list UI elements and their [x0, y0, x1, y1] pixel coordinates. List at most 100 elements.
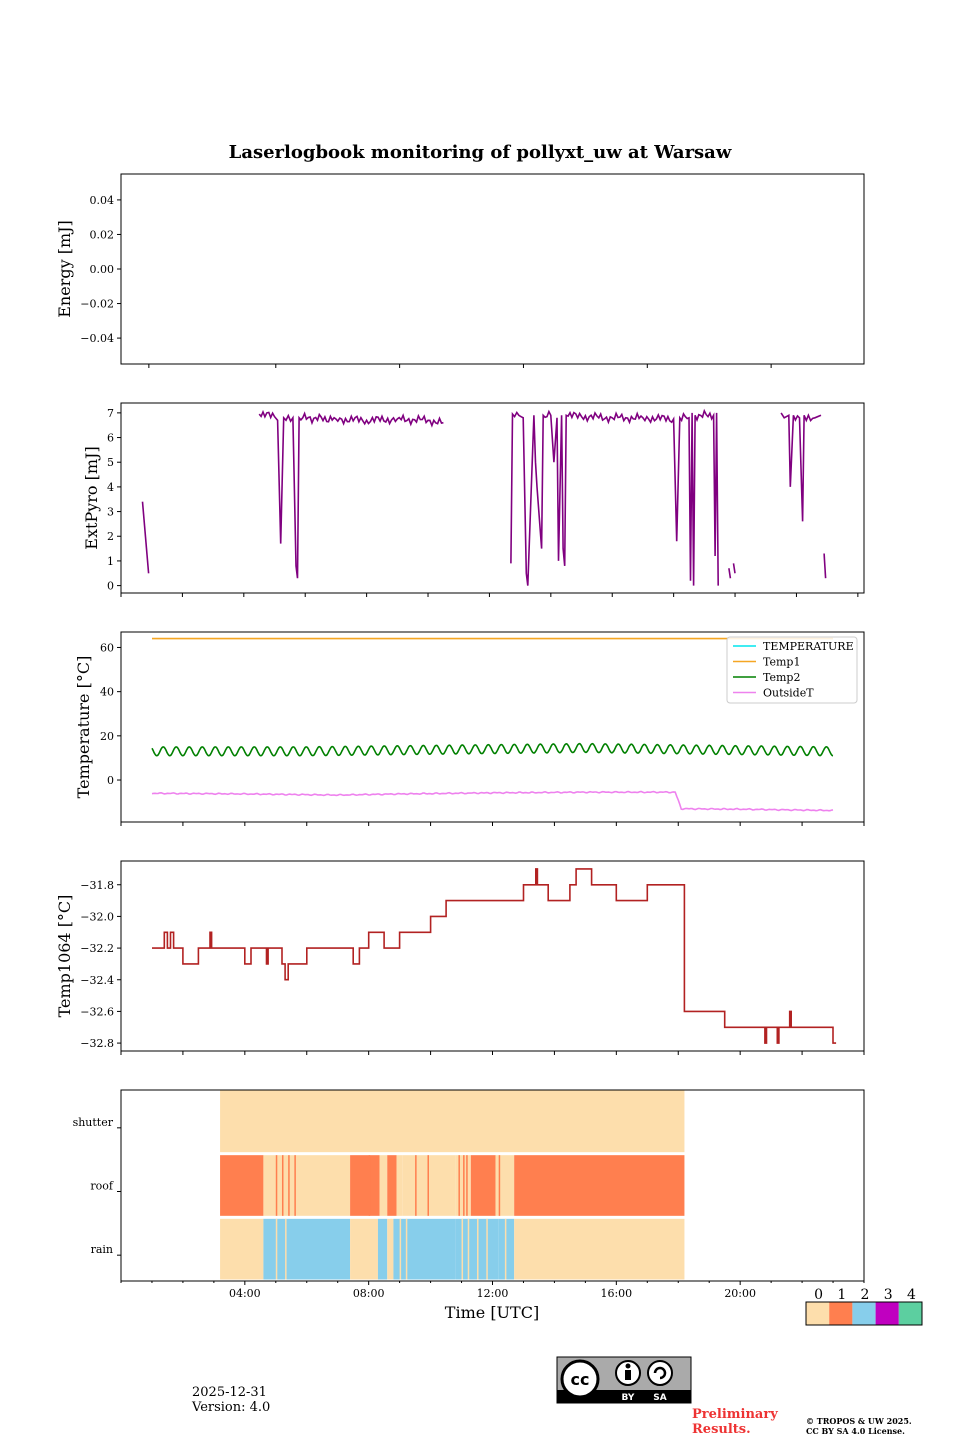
flag-line-roof — [415, 1155, 417, 1216]
flag-block-roof — [220, 1155, 264, 1216]
temp1064-line — [152, 868, 837, 1044]
panel-flags: shutter roof rain 04:00 08:00 12:00 16:00 20:00 — [73, 1089, 865, 1300]
row-label-shutter: shutter — [73, 1116, 114, 1129]
flag-line-rain — [486, 1218, 488, 1280]
y-tick-label: −32.8 — [80, 1037, 114, 1050]
flag-block-roof — [514, 1155, 685, 1216]
flag-line-roof — [466, 1155, 468, 1216]
flag-block-shutter — [220, 1090, 685, 1153]
preliminary-line-2: Results. — [692, 1422, 751, 1437]
colorbar-tick-label: 3 — [884, 1287, 893, 1303]
flag-line-rain — [461, 1218, 464, 1280]
flag-line-roof — [427, 1155, 429, 1216]
extpyro-segment — [141, 501, 150, 574]
share-alike-icon — [647, 1360, 673, 1386]
flag-line-rain — [390, 1218, 392, 1280]
flag-block-rain — [498, 1218, 515, 1280]
colorbar-frame — [805, 1301, 923, 1326]
flag-line-rain — [285, 1218, 287, 1280]
flag-line-rain — [467, 1218, 470, 1280]
y-tick-label: 2 — [107, 530, 114, 543]
flag-block-rain — [263, 1218, 351, 1280]
license-by-label: BY — [622, 1393, 635, 1403]
flag-block-rain — [220, 1218, 264, 1280]
panel-extpyro: 0 1 2 3 4 5 6 7 ExtPyro [mJ] — [82, 402, 865, 597]
figure-title: Laserlogbook monitoring of pollyxt_uw at… — [229, 142, 732, 163]
flag-line-rain — [477, 1218, 479, 1280]
y-tick-label: −32.4 — [80, 974, 114, 987]
x-tick-label: 16:00 — [600, 1287, 632, 1300]
row-label-rain: rain — [91, 1243, 113, 1256]
flag-line-roof — [275, 1155, 278, 1216]
legend-label: Temp1 — [763, 656, 800, 669]
y-tick-label: −31.8 — [80, 879, 114, 892]
y-axis-label: Temperature [°C] — [74, 656, 93, 799]
x-tick-label: 12:00 — [477, 1287, 509, 1300]
extpyro-segment — [258, 409, 444, 579]
legend-label: Temp2 — [763, 671, 800, 684]
colorbar-cell — [806, 1302, 830, 1325]
version-label: Version: 4.0 — [191, 1400, 270, 1415]
y-tick-label: 3 — [107, 506, 114, 519]
panel-energy: −0.04 −0.02 0.00 0.02 0.04 Energy [mJ] — [55, 173, 865, 368]
preliminary-line-1: Preliminary — [692, 1407, 778, 1422]
date-label: 2025-12-31 — [192, 1385, 267, 1400]
x-tick-label: 20:00 — [724, 1287, 756, 1300]
flag-block-roof — [495, 1155, 515, 1216]
cc-license-badge: cc BY SA — [556, 1356, 692, 1404]
colorbar-cell — [875, 1302, 899, 1325]
flag-block-roof — [263, 1155, 351, 1216]
flag-block-roof — [470, 1155, 496, 1216]
flag-block-roof — [402, 1155, 456, 1216]
y-tick-label: 0.04 — [90, 194, 115, 207]
cc-icon — [560, 1359, 600, 1399]
flag-block-roof — [350, 1155, 380, 1216]
y-tick-label: 20 — [100, 730, 114, 743]
legend-label: TEMPERATURE — [763, 640, 854, 653]
y-tick-label: 4 — [107, 481, 114, 494]
flag-block-rain — [350, 1218, 378, 1280]
flag-line-roof — [368, 1155, 371, 1216]
y-tick-label: 60 — [100, 641, 114, 654]
flag-line-rain — [405, 1218, 408, 1280]
y-tick-label: 6 — [107, 432, 114, 445]
colorbar-tick-label: 0 — [814, 1287, 823, 1303]
extpyro-segment — [823, 553, 827, 579]
y-tick-label: 0 — [107, 580, 114, 593]
y-tick-label: 1 — [107, 555, 114, 568]
flag-block-rain — [377, 1218, 388, 1280]
colorbar-cell — [898, 1302, 922, 1325]
y-tick-label: −0.04 — [80, 332, 114, 345]
flag-block-roof — [379, 1155, 388, 1216]
license-sa-label: SA — [653, 1393, 666, 1403]
plot-frame — [120, 631, 865, 823]
panel-temp1064: −32.8 −32.6 −32.4 −32.2 −32.0 −31.8 Temp1064 [… — [55, 860, 865, 1055]
series-outsidet — [151, 790, 834, 812]
row-label-roof: roof — [90, 1180, 114, 1193]
x-axis-label: Time [UTC] — [445, 1303, 539, 1322]
flag-line-roof — [281, 1155, 284, 1216]
y-tick-label: −0.02 — [80, 298, 114, 311]
extpyro-segment — [780, 412, 822, 522]
y-tick-label: 0 — [107, 774, 114, 787]
extpyro-segment — [728, 568, 732, 579]
colorbar-tick-label: 4 — [907, 1287, 916, 1303]
legend-box — [726, 636, 858, 704]
flag-line-roof — [463, 1155, 465, 1216]
y-tick-label: 5 — [107, 456, 114, 469]
colorbar-tick-label: 1 — [837, 1287, 846, 1303]
legend: TEMPERATURE Temp1 Temp2 OutsideT — [726, 636, 858, 704]
flag-line-rain — [504, 1218, 507, 1280]
y-axis-label: Temp1064 [°C] — [55, 895, 74, 1018]
plot-frame — [120, 860, 865, 1052]
x-tick-label: 08:00 — [353, 1287, 385, 1300]
y-axis-label: Energy [mJ] — [55, 220, 74, 318]
flag-line-roof — [294, 1155, 296, 1216]
y-tick-label: 40 — [100, 686, 114, 699]
flag-block-rain — [514, 1218, 685, 1280]
flag-line-rain — [275, 1218, 278, 1280]
y-tick-label: −32.0 — [80, 910, 114, 923]
colorbar-tick-label: 2 — [861, 1287, 870, 1303]
